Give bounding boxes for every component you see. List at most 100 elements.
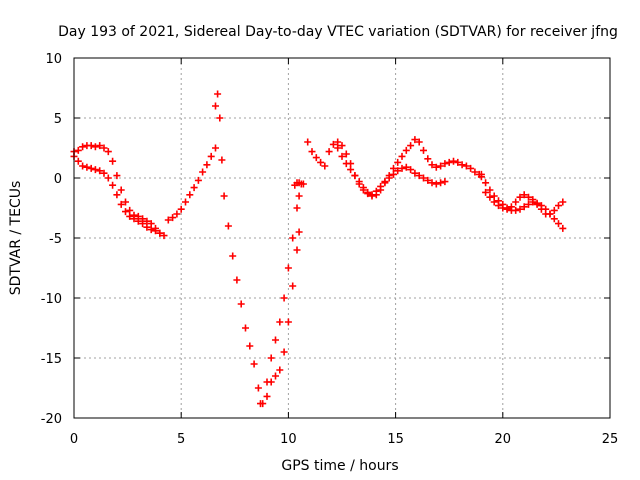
data-point (385, 174, 393, 182)
data-point (559, 224, 567, 232)
data-point (364, 188, 372, 196)
data-point (216, 114, 224, 122)
x-tick-labels: 0 5 10 15 20 25 (70, 432, 618, 447)
data-point (512, 206, 520, 214)
data-point (169, 214, 177, 222)
data-point (355, 178, 363, 186)
data-point (308, 148, 316, 156)
data-point (190, 184, 198, 192)
data-point (555, 202, 562, 210)
data-point (143, 217, 151, 225)
plot-frame (73, 57, 611, 419)
data-point (186, 191, 194, 199)
data-point (390, 170, 397, 178)
series-arc-11 (482, 188, 567, 218)
data-point (477, 170, 485, 178)
y-tick-label: -20 (41, 412, 62, 427)
data-point (295, 228, 303, 236)
data-point (329, 140, 337, 148)
data-point (525, 193, 532, 201)
data-point (147, 226, 155, 234)
data-point (250, 360, 258, 368)
data-point (415, 138, 423, 146)
data-point (100, 169, 108, 177)
data-point (272, 336, 279, 344)
data-point (420, 146, 427, 154)
data-point (212, 144, 219, 152)
y-tick-label: -5 (49, 232, 62, 247)
data-point (79, 143, 87, 151)
data-point (143, 223, 151, 231)
data-point (284, 264, 292, 272)
data-point (267, 354, 275, 362)
data-point (276, 318, 284, 326)
data-point (293, 246, 301, 254)
data-point (276, 366, 284, 374)
data-point (96, 167, 104, 175)
data-point (259, 400, 267, 408)
data-point (420, 174, 427, 182)
data-point (134, 217, 142, 225)
data-point (280, 348, 288, 356)
data-point (402, 146, 410, 154)
x-tick-label: 0 (70, 432, 78, 447)
data-point (482, 179, 490, 187)
data-point (550, 215, 558, 223)
data-point (520, 203, 528, 211)
data-point (398, 164, 406, 172)
data-point (499, 204, 507, 212)
data-point (398, 152, 406, 160)
data-point (445, 158, 453, 166)
data-point (224, 222, 232, 230)
series-arc-7 (291, 179, 307, 189)
data-point (402, 163, 410, 171)
data-point (117, 186, 125, 194)
data-point (109, 157, 117, 165)
data-point (96, 142, 104, 150)
data-point (126, 212, 134, 220)
x-tick-label: 10 (280, 432, 297, 447)
data-point (246, 342, 254, 350)
data-point (212, 102, 219, 110)
data-point (229, 252, 237, 260)
data-point (289, 282, 297, 290)
data-point (74, 157, 82, 165)
data-point (312, 154, 320, 162)
y-tick-label: 10 (45, 52, 62, 67)
data-point (199, 168, 207, 176)
data-point (325, 148, 333, 156)
data-point (293, 204, 301, 212)
data-point (428, 179, 436, 187)
y-tick-label: -15 (41, 352, 62, 367)
data-point (122, 198, 129, 206)
data-point (550, 206, 558, 214)
data-point (394, 167, 402, 175)
data-point (263, 378, 271, 386)
data-point (203, 161, 211, 169)
series-arc-8 (304, 136, 485, 200)
y-axis-label: SDTVAR / TECUs (8, 181, 24, 296)
data-points (70, 90, 567, 408)
data-point (334, 144, 342, 152)
data-point (462, 162, 470, 170)
data-point (280, 294, 288, 302)
data-point (242, 324, 249, 332)
data-point (555, 220, 562, 228)
y-tick-label: 0 (54, 172, 62, 187)
data-point (437, 179, 445, 187)
data-point (321, 162, 329, 170)
data-point (173, 210, 181, 218)
data-point (104, 148, 112, 156)
data-point (139, 220, 147, 228)
data-point (432, 180, 440, 188)
data-point (338, 142, 346, 150)
data-point (79, 162, 87, 170)
series-arc-4 (212, 90, 264, 408)
data-point (237, 300, 245, 308)
data-point (218, 156, 226, 164)
data-point (160, 232, 168, 240)
series-arc-5 (259, 228, 303, 408)
series-arc-9 (334, 144, 449, 199)
data-point (104, 174, 112, 182)
